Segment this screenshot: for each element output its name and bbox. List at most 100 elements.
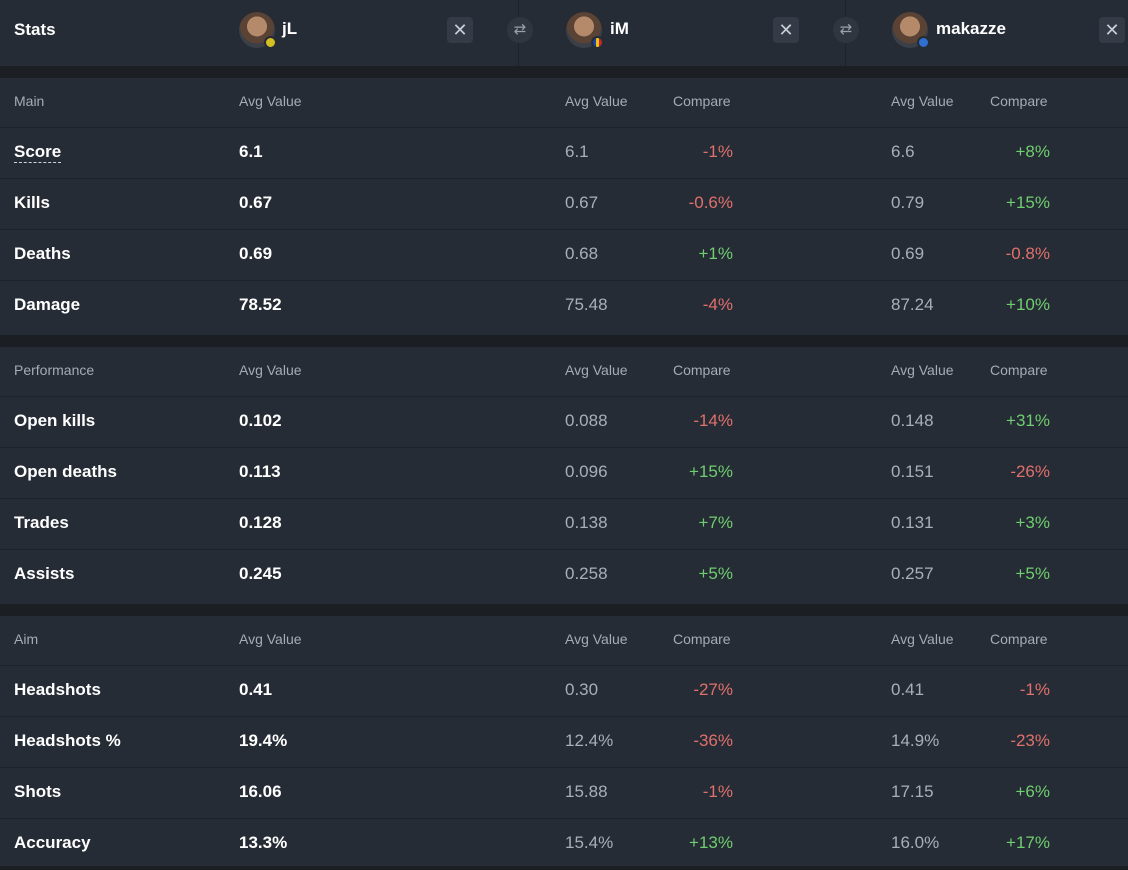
player-3-compare: -26%	[1010, 462, 1050, 481]
player-3-compare: +6%	[1015, 782, 1051, 801]
player-1-avatar	[239, 12, 277, 49]
player-3-compare: +3%	[1015, 513, 1051, 532]
player-2-name[interactable]: iM	[610, 19, 629, 38]
player-3-value: 0.151	[891, 462, 934, 481]
player-1-flag-icon	[264, 36, 277, 49]
table-row: Kills 0.67 0.67 -0.6% 0.79 +15%	[0, 179, 1128, 230]
player-2-flag-icon	[591, 36, 604, 49]
player-2-value: 0.30	[565, 680, 599, 699]
remove-player-2-button[interactable]: ✕	[773, 17, 799, 43]
stat-name: Accuracy	[14, 833, 91, 852]
col-avg-value: Avg Value	[565, 362, 628, 378]
stat-name: Assists	[14, 564, 75, 583]
stat-name: Damage	[14, 295, 81, 314]
col-avg-value: Avg Value	[239, 93, 302, 109]
col-compare: Compare	[673, 93, 731, 109]
player-2-compare: +15%	[689, 462, 733, 481]
table-row: Headshots 0.41 0.30 -27% 0.41 -1%	[0, 666, 1128, 717]
stat-name[interactable]: Score	[14, 142, 62, 163]
table-row: Open deaths 0.113 0.096 +15% 0.151 -26%	[0, 448, 1128, 499]
col-compare: Compare	[990, 362, 1048, 378]
player-1-value: 0.67	[239, 193, 273, 212]
col-avg-value: Avg Value	[565, 93, 628, 109]
player-2-compare: +7%	[698, 513, 734, 532]
table-row: Headshots % 19.4% 12.4% -36% 14.9% -23%	[0, 717, 1128, 768]
player-2-value: 12.4%	[565, 731, 614, 750]
player-3-compare: +17%	[1006, 833, 1050, 852]
swap-players-icon[interactable]: ⇄	[833, 17, 859, 43]
player-2-compare: -1%	[702, 782, 733, 801]
section-header: Main Avg Value Avg Value Compare Avg Val…	[0, 78, 1128, 128]
section-gap	[0, 335, 1128, 347]
player-3-name[interactable]: makazze	[936, 19, 1006, 38]
remove-player-3-button[interactable]: ✕	[1099, 17, 1125, 43]
col-compare: Compare	[673, 362, 731, 378]
section-aim: Aim Avg Value Avg Value Compare Avg Valu…	[0, 616, 1128, 866]
section-title: Performance	[14, 362, 95, 378]
remove-player-1-button[interactable]: ✕	[447, 17, 473, 43]
compare-header: Stats jL ✕ ⇄ iM ✕ ⇄ makazze ✕	[0, 0, 1128, 66]
player-3-value: 16.0%	[891, 833, 940, 852]
player-1-value: 0.113	[239, 462, 281, 481]
col-avg-value: Avg Value	[239, 362, 302, 378]
player-1-value: 0.245	[239, 564, 282, 583]
player-3-value: 87.24	[891, 295, 934, 314]
table-row: Score 6.1 6.1 -1% 6.6 +8%	[0, 128, 1128, 179]
swap-players-icon[interactable]: ⇄	[507, 17, 533, 43]
stat-name: Headshots %	[14, 731, 121, 750]
player-2-value: 0.096	[565, 462, 608, 481]
player-3-value: 0.69	[891, 244, 925, 263]
section-gap	[0, 66, 1128, 78]
player-2-compare: +13%	[689, 833, 733, 852]
player-2-avatar	[566, 12, 604, 49]
player-3-value: 0.79	[891, 193, 925, 212]
player-3-compare: +31%	[1006, 411, 1050, 430]
stat-name: Open kills	[14, 411, 96, 430]
player-1-value: 13.3%	[239, 833, 288, 852]
player-2-compare: -4%	[702, 295, 733, 314]
stat-name: Open deaths	[14, 462, 117, 481]
stat-name: Shots	[14, 782, 62, 801]
player-3-value: 6.6	[891, 142, 915, 161]
player-2-value: 0.67	[565, 193, 599, 212]
player-3-avatar	[892, 12, 930, 49]
player-1-value: 16.06	[239, 782, 282, 801]
table-row: Shots 16.06 15.88 -1% 17.15 +6%	[0, 768, 1128, 819]
stat-name: Trades	[14, 513, 69, 532]
col-avg-value: Avg Value	[565, 631, 628, 647]
col-compare: Compare	[990, 93, 1048, 109]
player-2-value: 6.1	[565, 142, 589, 161]
player-2-value: 0.68	[565, 244, 599, 263]
player-2-value: 15.4%	[565, 833, 614, 852]
player-1-value: 0.128	[239, 513, 282, 532]
player-3-compare: +10%	[1006, 295, 1050, 314]
col-compare: Compare	[673, 631, 731, 647]
player-3-compare: +5%	[1015, 564, 1051, 583]
player-3-compare: +15%	[1006, 193, 1050, 212]
player-3-value: 17.15	[891, 782, 934, 801]
player-3-compare: -1%	[1019, 680, 1050, 699]
section-main: Main Avg Value Avg Value Compare Avg Val…	[0, 78, 1128, 335]
col-compare: Compare	[990, 631, 1048, 647]
player-1-value: 6.1	[239, 142, 263, 161]
player-3-compare: -0.8%	[1005, 244, 1050, 263]
section-header: Performance Avg Value Avg Value Compare …	[0, 347, 1128, 397]
player-1-value: 19.4%	[239, 731, 288, 750]
player-1-value: 0.69	[239, 244, 273, 263]
table-row: Deaths 0.69 0.68 +1% 0.69 -0.8%	[0, 230, 1128, 281]
stat-name: Deaths	[14, 244, 71, 263]
player-1-name[interactable]: jL	[282, 19, 298, 38]
player-3-flag-icon	[917, 36, 930, 49]
section-title: Main	[14, 93, 45, 109]
table-row: Trades 0.128 0.138 +7% 0.131 +3%	[0, 499, 1128, 550]
player-2-value: 0.138	[565, 513, 608, 532]
section-title: Aim	[14, 631, 39, 647]
player-3-value: 0.131	[891, 513, 934, 532]
player-3-compare: +8%	[1015, 142, 1051, 161]
player-2-compare: +5%	[698, 564, 734, 583]
table-row: Accuracy 13.3% 15.4% +13% 16.0% +17%	[0, 819, 1128, 870]
player-2-value: 0.088	[565, 411, 608, 430]
stat-name: Headshots	[14, 680, 101, 699]
player-2-compare: -0.6%	[688, 193, 733, 212]
player-2-compare: -1%	[702, 142, 733, 161]
